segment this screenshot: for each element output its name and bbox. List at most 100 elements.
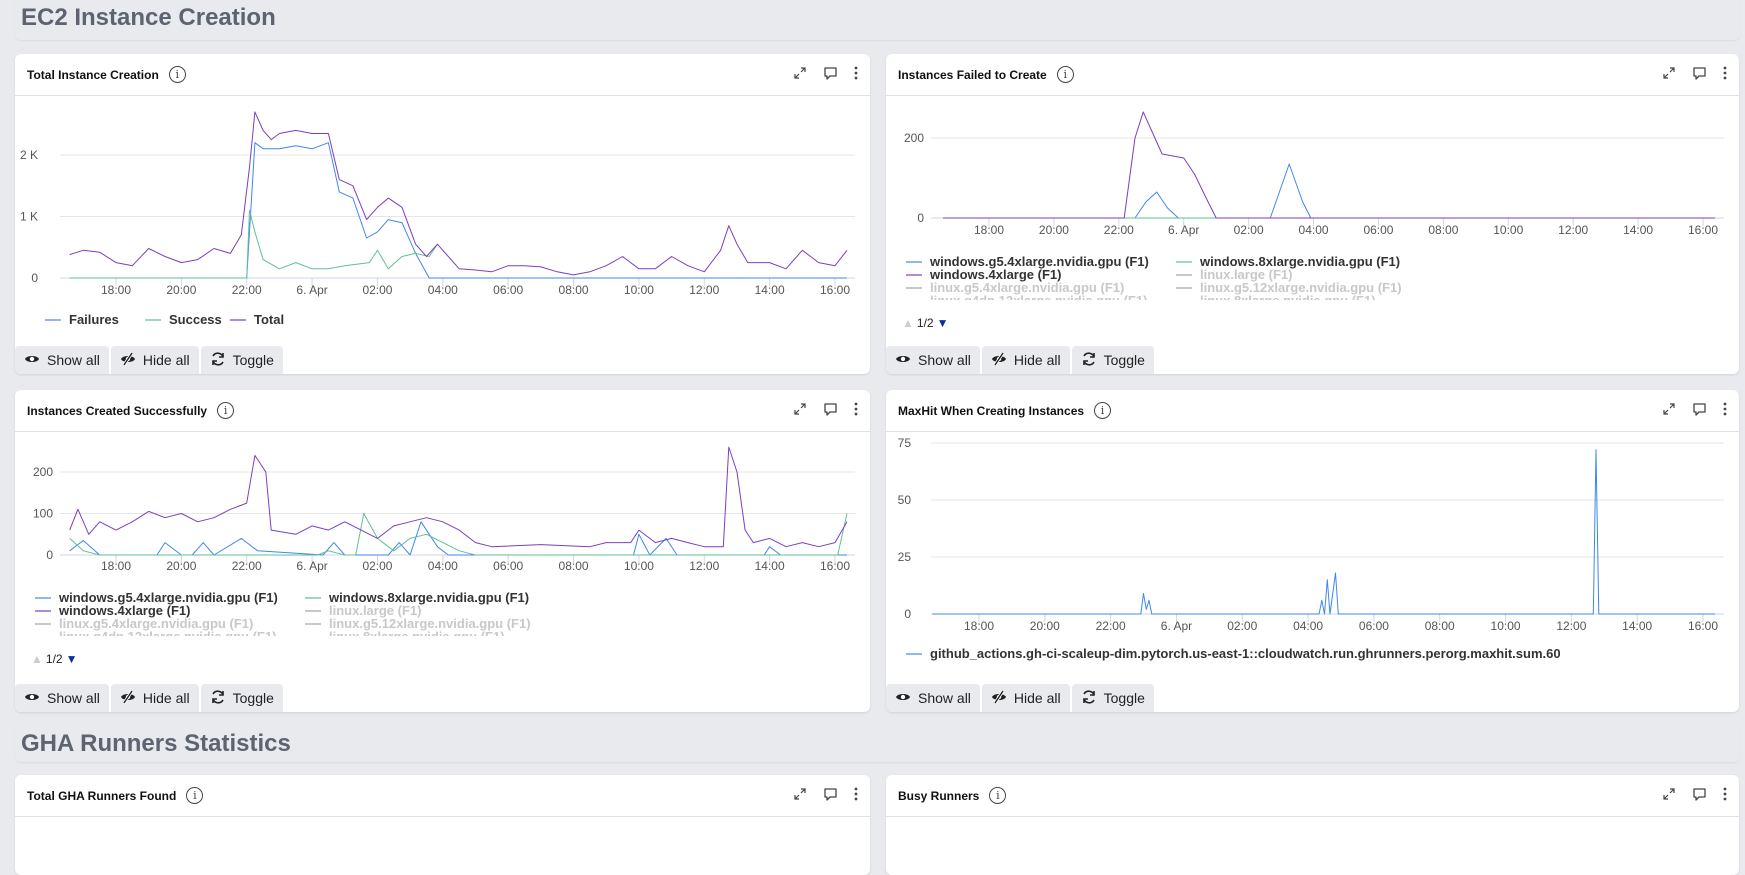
legend-item[interactable]: linux.g5.4xlarge.nvidia.gpu (F1) bbox=[35, 616, 253, 631]
button-label: Toggle bbox=[1103, 690, 1145, 706]
legend-item[interactable]: windows.8xlarge.nvidia.gpu (F1) bbox=[305, 590, 529, 605]
toggle-button[interactable]: Toggle bbox=[200, 684, 283, 712]
legend-item[interactable]: windows.4xlarge (F1) bbox=[35, 603, 190, 618]
legend-label: linux.g5.4xlarge.nvidia.gpu (F1) bbox=[59, 616, 254, 631]
x-tick-label: 12:00 bbox=[689, 559, 719, 573]
legend-item[interactable]: linux.g4dn.12xlarge.nvidia.gpu (F1) bbox=[906, 293, 1147, 300]
series-line-windows-4xlarge-f1-[interactable] bbox=[69, 446, 848, 548]
legend-item[interactable]: linux.g5.12xlarge.nvidia.gpu (F1) bbox=[1176, 280, 1402, 295]
x-tick-label: 10:00 bbox=[1491, 619, 1521, 633]
toggle-button[interactable]: Toggle bbox=[1071, 684, 1154, 712]
eye-slash-icon bbox=[120, 351, 136, 370]
pager-up-arrow-icon[interactable]: ▲ bbox=[902, 316, 914, 330]
legend-item[interactable]: windows.8xlarge.nvidia.gpu (F1) bbox=[1176, 254, 1400, 269]
info-icon[interactable]: i bbox=[1056, 66, 1074, 83]
x-tick-label: 08:00 bbox=[1428, 223, 1458, 237]
x-tick-label: 06:00 bbox=[1363, 223, 1393, 237]
kebab-menu-icon[interactable] bbox=[854, 402, 858, 419]
legend-label: linux.8xlarge.nvidia.gpu (F1) bbox=[329, 629, 505, 636]
legend-item[interactable]: github_actions.gh-ci-scaleup-dim.pytorch… bbox=[906, 646, 1561, 661]
comment-icon[interactable] bbox=[1692, 402, 1707, 420]
series-line-failures[interactable] bbox=[69, 142, 847, 279]
pager-up-arrow-icon[interactable]: ▲ bbox=[31, 652, 43, 666]
info-icon[interactable]: i bbox=[989, 787, 1007, 804]
pager-down-arrow-icon[interactable]: ▼ bbox=[936, 316, 949, 330]
legend-label: linux.g4dn.12xlarge.nvidia.gpu (F1) bbox=[59, 629, 276, 636]
kebab-menu-icon[interactable] bbox=[1723, 402, 1727, 419]
legend-item[interactable]: windows.g5.4xlarge.nvidia.gpu (F1) bbox=[35, 590, 278, 605]
legend-item[interactable]: Success bbox=[145, 312, 222, 327]
expand-icon[interactable] bbox=[793, 66, 807, 83]
series-line-total[interactable] bbox=[69, 111, 848, 276]
series-line-github-actions-gh-ci-scaleup-dim-pytorch-us-east-1-cloudwatch-run-ghrunners-perorg-maxhit-sum-60[interactable] bbox=[932, 449, 1716, 615]
legend-swatch bbox=[906, 260, 922, 263]
button-label: Toggle bbox=[232, 690, 274, 706]
info-icon[interactable]: i bbox=[168, 66, 186, 83]
x-tick-label: 04:00 bbox=[1293, 619, 1323, 633]
x-tick-label: 12:00 bbox=[689, 283, 719, 297]
pager-down-arrow-icon[interactable]: ▼ bbox=[65, 652, 78, 666]
button-label: Toggle bbox=[1103, 352, 1145, 368]
hide-all-button[interactable]: Hide all bbox=[110, 684, 199, 712]
hide-all-button[interactable]: Hide all bbox=[981, 684, 1070, 712]
show-all-button[interactable]: Show all bbox=[15, 346, 109, 374]
expand-icon[interactable] bbox=[1662, 66, 1676, 83]
series-line-windows-g5-4xlarge-nvidia-gpu-f1-[interactable] bbox=[943, 163, 1715, 219]
kebab-menu-icon[interactable] bbox=[854, 66, 858, 83]
comment-icon[interactable] bbox=[823, 66, 838, 84]
legend-swatch bbox=[45, 318, 61, 321]
expand-icon[interactable] bbox=[793, 402, 807, 419]
hide-all-button[interactable]: Hide all bbox=[110, 346, 199, 374]
expand-icon[interactable] bbox=[793, 787, 807, 804]
y-tick-label: 0 bbox=[917, 211, 924, 225]
legend-item[interactable]: windows.g5.4xlarge.nvidia.gpu (F1) bbox=[906, 254, 1149, 269]
hide-all-button[interactable]: Hide all bbox=[981, 346, 1070, 374]
legend-item[interactable]: linux.g5.4xlarge.nvidia.gpu (F1) bbox=[906, 280, 1124, 295]
toggle-button[interactable]: Toggle bbox=[200, 346, 283, 374]
x-tick-label: 16:00 bbox=[820, 559, 850, 573]
show-all-button[interactable]: Show all bbox=[886, 684, 980, 712]
series-line-success[interactable] bbox=[69, 209, 438, 279]
legend-buttons: Show all Hide all Toggle bbox=[15, 684, 283, 712]
expand-icon[interactable] bbox=[1662, 402, 1676, 419]
comment-icon[interactable] bbox=[823, 402, 838, 420]
comment-icon[interactable] bbox=[1692, 66, 1707, 84]
show-all-button[interactable]: Show all bbox=[886, 346, 980, 374]
legend-item[interactable]: Total bbox=[230, 312, 284, 327]
info-icon[interactable]: i bbox=[217, 402, 235, 419]
legend-item[interactable]: linux.large (F1) bbox=[305, 603, 421, 618]
legend-item[interactable]: linux.large (F1) bbox=[1176, 267, 1292, 282]
kebab-menu-icon[interactable] bbox=[854, 787, 858, 804]
section-title: GHA Runners Statistics bbox=[21, 730, 291, 757]
legend-buttons: Show all Hide all Toggle bbox=[886, 684, 1154, 712]
y-tick-label: 200 bbox=[904, 131, 924, 145]
y-tick-label: 100 bbox=[33, 507, 53, 521]
kebab-menu-icon[interactable] bbox=[1723, 66, 1727, 83]
info-icon[interactable]: i bbox=[186, 787, 204, 804]
panel-title: MaxHit When Creating Instances bbox=[898, 403, 1085, 418]
legend-item[interactable]: linux.8xlarge.nvidia.gpu (F1) bbox=[305, 629, 505, 636]
x-tick-label: 14:00 bbox=[1622, 619, 1652, 633]
button-label: Show all bbox=[918, 352, 971, 368]
x-tick-label: 12:00 bbox=[1558, 223, 1588, 237]
series-line-windows-8xlarge-nvidia-gpu-f1-[interactable] bbox=[69, 513, 848, 556]
legend-item[interactable]: linux.g4dn.12xlarge.nvidia.gpu (F1) bbox=[35, 629, 276, 636]
eye-icon bbox=[895, 351, 911, 370]
toggle-button[interactable]: Toggle bbox=[1071, 346, 1154, 374]
info-icon[interactable]: i bbox=[1094, 402, 1112, 419]
comment-icon[interactable] bbox=[1692, 787, 1707, 805]
kebab-menu-icon[interactable] bbox=[1723, 787, 1727, 804]
section-gha-runners-statistics: GHA Runners Statistics bbox=[15, 726, 1740, 762]
legend-label: windows.4xlarge (F1) bbox=[59, 603, 191, 618]
legend-item[interactable]: windows.4xlarge (F1) bbox=[906, 267, 1061, 282]
legend-item[interactable]: linux.g5.12xlarge.nvidia.gpu (F1) bbox=[305, 616, 531, 631]
legend-item[interactable]: Failures bbox=[45, 312, 119, 327]
series-line-windows-g5-4xlarge-nvidia-gpu-f1-[interactable] bbox=[69, 521, 847, 556]
expand-icon[interactable] bbox=[1662, 787, 1676, 804]
legend-item[interactable]: linux.8xlarge.nvidia.gpu (F1) bbox=[1176, 293, 1376, 300]
x-tick-label: 16:00 bbox=[1688, 223, 1718, 237]
comment-icon[interactable] bbox=[823, 787, 838, 805]
chart-legend: windows.g5.4xlarge.nvidia.gpu (F1) window… bbox=[15, 590, 870, 636]
series-line-windows-4xlarge-f1-[interactable] bbox=[943, 111, 1715, 219]
show-all-button[interactable]: Show all bbox=[15, 684, 109, 712]
